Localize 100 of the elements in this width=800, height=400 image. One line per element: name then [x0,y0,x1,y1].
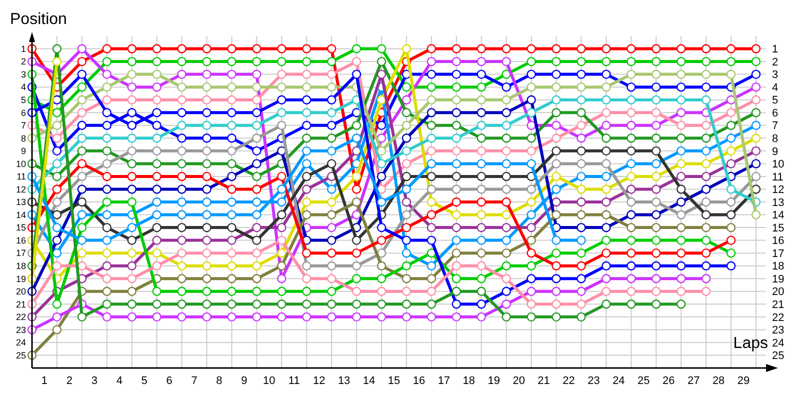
point [652,159,661,168]
point [552,172,561,182]
point [376,286,386,296]
point [252,134,262,143]
point [302,286,312,296]
point [252,300,262,309]
point [676,184,686,194]
point [526,159,536,168]
point [102,82,112,92]
point [502,120,511,130]
point [52,197,62,207]
point [652,134,661,143]
point [701,222,711,232]
point [701,184,711,194]
point [676,108,686,118]
point [102,172,112,182]
point [626,210,636,220]
x-tick-label: 13 [338,375,350,387]
y-tick-label: 17 [16,248,26,258]
point [152,261,162,270]
point [626,120,636,130]
point [552,82,561,92]
y-tick-label: 23 [16,324,26,335]
point [652,236,661,245]
point [127,44,136,54]
y-tick-label: 18 [16,260,26,271]
y-tick-label: 2 [20,56,26,67]
point [202,82,212,92]
point [576,236,586,245]
point [676,286,686,296]
point [227,172,236,182]
point [202,95,212,104]
point [402,95,412,104]
point [576,222,586,232]
point [701,210,711,220]
point [576,261,586,270]
x-tick-label: 11 [288,375,300,387]
point [202,44,212,54]
point [177,210,186,220]
point [352,70,362,79]
point [502,159,511,168]
point [102,210,112,220]
point [476,146,486,156]
y-tick-label: 22 [16,312,26,322]
point [227,312,236,322]
point [77,184,87,194]
point [452,197,462,207]
point [152,56,162,66]
point [452,82,462,92]
point [701,134,711,143]
point [402,274,412,284]
point [652,56,661,66]
point [77,248,87,258]
point [52,120,62,130]
point [302,146,312,156]
point [352,120,362,130]
point [576,197,586,207]
point [202,274,212,284]
point [602,108,611,118]
point [452,248,462,258]
point [452,70,462,79]
point [552,236,561,245]
point [476,261,486,270]
point [526,184,536,194]
point [402,236,412,245]
point [202,159,212,168]
point [326,134,336,143]
point [227,184,236,194]
point [452,274,462,284]
point [676,82,686,92]
point [652,172,661,182]
point [576,172,586,182]
point [352,146,362,156]
point [77,261,87,270]
point [152,159,162,168]
point [177,172,186,182]
point [352,248,362,258]
point [502,261,511,270]
point [476,108,486,118]
point [652,274,661,284]
point [202,300,212,309]
point [326,120,336,130]
point [52,210,62,220]
point [552,184,561,194]
point [701,248,711,258]
point [576,146,586,156]
point [652,210,661,220]
point [652,286,661,296]
point [77,312,87,322]
point [326,286,336,296]
point [452,44,462,54]
point [277,236,286,245]
y2-tick-label: 11 [772,171,784,184]
point [602,300,611,309]
y2-tick-label: 15 [772,222,784,234]
point [202,210,212,220]
point [227,56,236,66]
point [326,70,336,79]
point [576,184,586,194]
point [402,286,412,296]
